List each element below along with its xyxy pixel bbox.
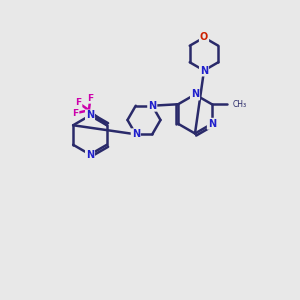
Text: N: N bbox=[200, 65, 208, 76]
Text: N: N bbox=[132, 129, 140, 139]
Text: O: O bbox=[200, 32, 208, 43]
Text: N: N bbox=[86, 149, 94, 160]
Text: N: N bbox=[191, 89, 199, 100]
Text: CH₃: CH₃ bbox=[232, 100, 246, 109]
Text: F: F bbox=[72, 109, 78, 118]
Text: N: N bbox=[148, 101, 156, 111]
Text: N: N bbox=[86, 110, 94, 121]
Text: F: F bbox=[75, 98, 81, 107]
Text: N: N bbox=[208, 119, 216, 129]
Text: F: F bbox=[87, 94, 93, 103]
